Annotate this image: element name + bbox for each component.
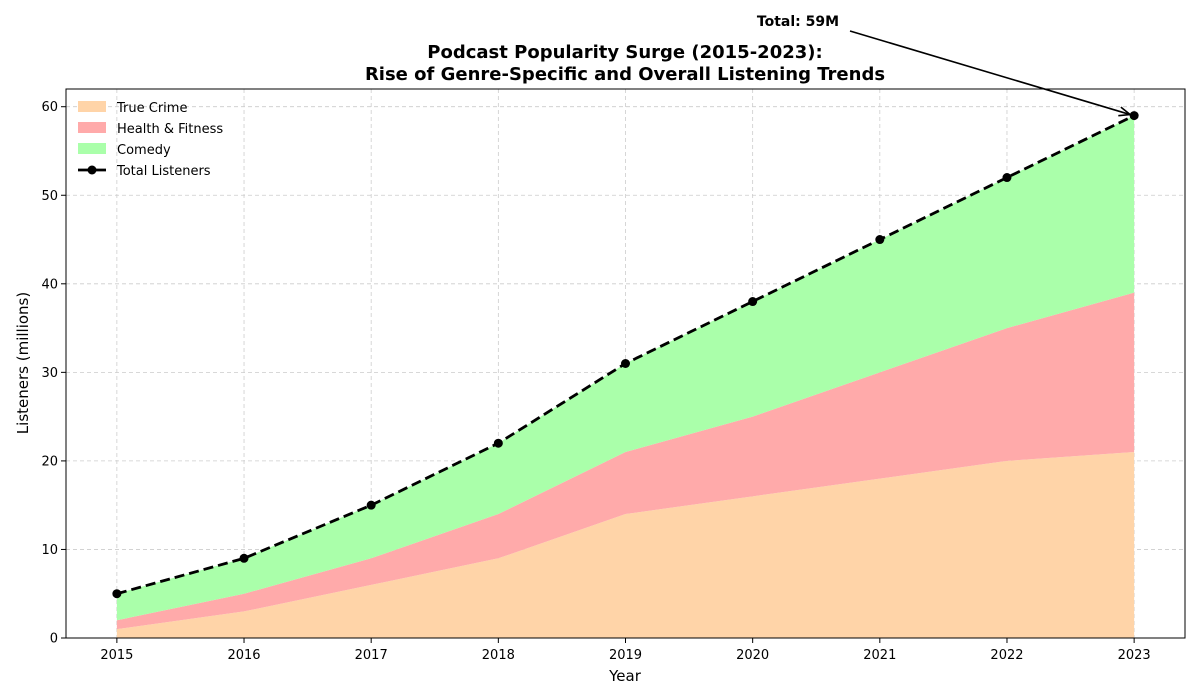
total-listeners-point [875,235,884,244]
total-listeners-point [621,359,630,368]
chart-subtitle: Rise of Genre-Specific and Overall Liste… [365,64,885,85]
x-axis: 2015 2016 2017 2018 2019 2020 2021 2022 2023 [100,638,1150,663]
y-tick-label: 30 [41,366,58,381]
legend-swatch [78,101,106,112]
x-tick-label: 2021 [863,648,896,663]
chart-title: Podcast Popularity Surge (2015-2023): [427,42,822,63]
legend-swatch [78,143,106,154]
total-listeners-point [112,589,121,598]
legend: True Crime Health & Fitness Comedy Total Li… [78,101,223,179]
x-tick-label: 2017 [355,648,388,663]
legend-label: True Crime [116,101,187,116]
total-listeners-point [748,297,757,306]
x-tick-label: 2015 [100,648,133,663]
legend-label: Comedy [117,143,171,158]
y-axis-label: Listeners (millions) [14,292,32,434]
annotation-arrow-line [850,31,1130,115]
y-tick-label: 50 [41,189,58,204]
y-tick-label: 0 [50,632,58,647]
y-tick-label: 60 [41,100,58,115]
annotation-text: Total: 59M [757,14,839,30]
stacked-areas [117,116,1134,638]
x-tick-label: 2018 [482,648,515,663]
total-listeners-point [240,554,249,563]
x-tick-label: 2020 [736,648,769,663]
legend-line-marker [88,166,97,175]
y-tick-label: 40 [41,277,58,292]
x-tick-label: 2022 [990,648,1023,663]
y-tick-label: 10 [41,543,58,558]
x-tick-label: 2019 [609,648,642,663]
total-listeners-point [367,501,376,510]
x-axis-label: Year [608,667,642,685]
total-listeners-point [494,439,503,448]
legend-label: Health & Fitness [117,122,223,137]
total-listeners-point [1002,173,1011,182]
total-listeners-point [1130,111,1139,120]
legend-label: Total Listeners [116,164,211,179]
y-axis: 0 10 20 30 40 50 60 [41,100,66,646]
x-tick-label: 2023 [1118,648,1151,663]
y-tick-label: 20 [41,454,58,469]
x-tick-label: 2016 [227,648,260,663]
legend-swatch [78,122,106,133]
